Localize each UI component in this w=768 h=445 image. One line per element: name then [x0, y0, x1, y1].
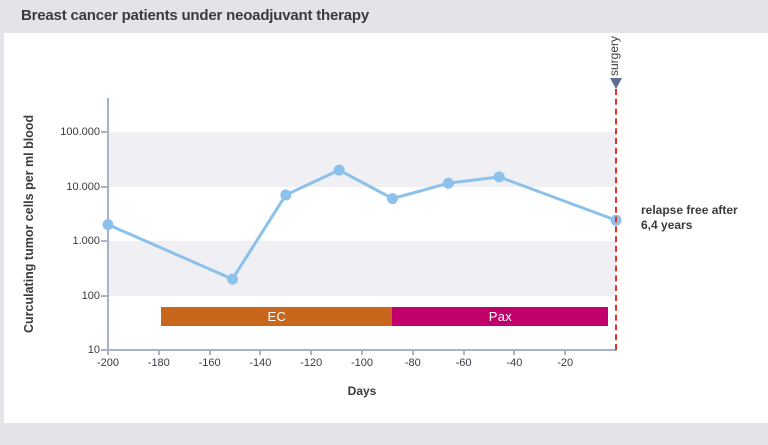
data-point [333, 164, 345, 176]
y-axis-title: Curculating tumor cells per ml blood [22, 114, 36, 334]
x-axis-title: Days [347, 384, 377, 398]
x-tick-mark [208, 350, 211, 355]
y-tick-label: 100.000 [60, 126, 100, 138]
x-tick-label: -180 [147, 357, 170, 369]
data-point [102, 219, 114, 231]
y-tick-mark [101, 240, 107, 242]
relapse-annotation: relapse free after 6,4 years [641, 203, 756, 233]
y-tick-label: 100 [81, 289, 100, 302]
x-tick-label: -100 [350, 357, 374, 369]
data-point [442, 177, 454, 189]
x-tick-label: -200 [96, 357, 120, 369]
y-tick-label: 1.000 [72, 235, 100, 247]
data-point [493, 171, 505, 183]
y-tick-mark [101, 349, 107, 351]
page-title: Breast cancer patients under neoadjuvant… [21, 7, 370, 24]
x-tick-label: -40 [506, 357, 523, 369]
y-tick-label: 10.000 [66, 180, 100, 193]
x-tick-mark [564, 350, 567, 355]
x-tick-mark [259, 350, 262, 355]
x-tick-mark [310, 350, 313, 355]
surgery-day-dashed-line [615, 89, 617, 350]
x-tick-mark [411, 350, 414, 355]
surgery-label: surgery [607, 35, 621, 76]
x-tick-mark [513, 350, 516, 355]
treatment-bar-pax: Pax [392, 307, 609, 326]
chart-card [4, 33, 768, 423]
y-tick-mark [101, 294, 107, 297]
log-decade-band [108, 132, 616, 187]
treatment-bar-label: Pax [488, 309, 513, 324]
x-tick-label: -140 [249, 357, 272, 369]
x-tick-mark [361, 350, 363, 355]
data-point [226, 273, 238, 285]
surgery-arrow-icon [610, 78, 622, 89]
ctc-trend-line [107, 168, 617, 281]
x-tick-mark [107, 350, 109, 355]
relapse-annotation-line1: relapse free after [641, 203, 738, 217]
relapse-annotation-line2: 6,4 years [641, 218, 693, 232]
data-point [280, 189, 292, 201]
x-tick-mark [462, 350, 465, 355]
x-tick-label: -60 [455, 357, 472, 369]
x-tick-label: -80 [404, 357, 421, 369]
x-tick-label: -160 [198, 357, 221, 369]
x-tick-label: -20 [557, 357, 574, 369]
x-tick-label: -120 [300, 357, 323, 369]
log-decade-band [108, 241, 616, 296]
y-tick-mark [101, 131, 107, 133]
data-point [386, 193, 398, 205]
treatment-bar-ec: EC [161, 307, 393, 326]
y-tick-mark [101, 185, 107, 188]
treatment-bar-label: EC [267, 309, 287, 324]
x-tick-mark [157, 350, 160, 355]
y-tick-label: 10 [87, 344, 100, 356]
